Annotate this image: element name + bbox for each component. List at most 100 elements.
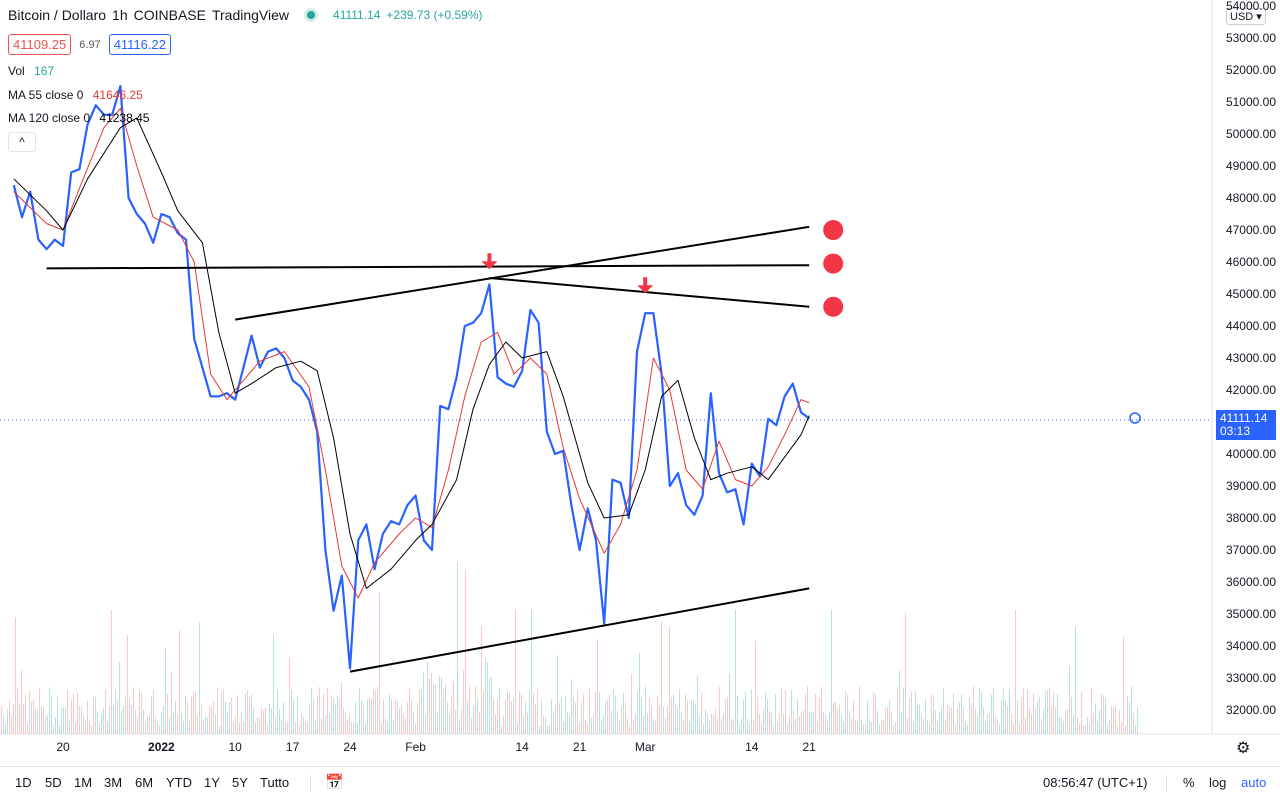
volume-bar [635,713,636,734]
range-6m[interactable]: 6M [135,775,154,790]
go-to-date-icon[interactable]: 📅 [325,774,344,791]
price-tick-label: 42000.00 [1225,383,1276,397]
range-all[interactable]: Tutto [260,775,290,790]
volume-bar [1011,714,1012,734]
volume-bar [291,689,292,734]
volume-bar [25,695,26,734]
volume-bar [449,714,450,734]
volume-bar [117,700,118,734]
volume-bar [235,715,236,734]
volume-bar [387,721,388,734]
volume-bar [289,657,290,734]
volume-bar [243,721,244,734]
auto-scale-toggle[interactable]: auto [1241,775,1267,790]
volume-bar [899,670,900,734]
percent-scale-toggle[interactable]: % [1183,775,1195,790]
volume-bar [273,634,274,734]
exchange-label: COINBASE [133,7,206,23]
bid-price[interactable]: 41109.25 [8,34,72,55]
volume-bar [905,612,906,734]
volume-bar [679,689,680,734]
trendline[interactable] [46,264,810,270]
log-scale-toggle[interactable]: log [1209,775,1227,790]
volume-bar [773,725,774,734]
price-chart[interactable] [0,0,1280,766]
series-lines [12,84,810,670]
legend-ma120[interactable]: MA 120 close 0 41238.45 [8,111,149,125]
volume-bar [1029,707,1030,734]
volume-bar [873,692,874,734]
volume-bar [673,695,674,734]
volume-bar [541,700,542,734]
volume-bar [1001,699,1002,734]
volume-bar [1117,725,1118,734]
volume-bar [1067,708,1068,734]
range-5y[interactable]: 5Y [232,775,248,790]
range-1m[interactable]: 1M [74,775,93,790]
volume-bar [279,709,280,734]
toolbar-divider [1166,775,1167,791]
volume-bar [847,694,848,734]
volume-bar [97,711,98,734]
ask-price[interactable]: 41116.22 [108,34,171,55]
collapse-legend-icon[interactable]: ^ [8,132,36,152]
drawings[interactable] [46,220,844,673]
trendline[interactable] [349,587,810,673]
volume-bar [473,705,474,734]
volume-bar [313,699,314,734]
volume-bar [549,725,550,734]
range-5d[interactable]: 5D [45,775,62,790]
volume-bar [77,692,78,734]
volume-bar [143,709,144,734]
volume-bar [765,692,766,734]
arrow-down-marker[interactable] [481,253,498,270]
volume-bar [271,708,272,734]
trendline[interactable] [235,225,810,321]
volume-bar [593,715,594,734]
volume-bar [261,707,262,734]
volume-bar [463,670,464,734]
marker-dot[interactable] [823,296,844,317]
volume-bar [267,724,268,734]
currency-selector[interactable]: USD ▾ [1226,8,1266,25]
volume-bar [33,699,34,734]
volume-bar [995,715,996,734]
legend-volume[interactable]: Vol 167 [8,64,54,78]
volume-bar [371,699,372,734]
chart-settings-icon[interactable]: ⚙ [1236,740,1251,757]
interval-label[interactable]: 1h [112,7,128,23]
volume-bar [227,711,228,734]
marker-dot[interactable] [823,220,844,240]
volume-bar [1065,710,1066,734]
volume-bar [1105,697,1106,734]
volume-bar [81,706,82,734]
volume-bar [309,703,310,734]
volume-bar [1097,721,1098,734]
volume-bar [383,699,384,734]
volume-bar [171,672,172,734]
clock[interactable]: 08:56:47 (UTC+1) [1043,775,1148,790]
volume-bar [445,684,446,734]
symbol-header[interactable]: Bitcoin / Dollaro 1h COINBASE TradingVie… [8,7,483,23]
volume-bar [985,721,986,734]
marker-dot[interactable] [823,253,844,274]
legend-ma55[interactable]: MA 55 close 0 41646.25 [8,88,143,102]
trendline[interactable] [489,277,810,308]
range-1d[interactable]: 1D [15,775,32,790]
volume-bar [1133,713,1134,734]
volume-bar [49,687,50,734]
volume-bar [329,713,330,734]
symbol-name[interactable]: Bitcoin / Dollaro [8,7,107,23]
volume-bar [583,693,584,734]
arrow-down-marker[interactable] [637,277,654,294]
volume-bar [1041,718,1042,734]
range-ytd[interactable]: YTD [166,775,192,790]
range-3m[interactable]: 3M [104,775,123,790]
volume-bar [477,697,478,734]
volume-bar [503,716,504,734]
volume-bar [687,700,688,734]
volume-bar [247,690,248,734]
volume-bar [829,712,830,734]
range-1y[interactable]: 1Y [204,775,220,790]
volume-bar [215,713,216,734]
